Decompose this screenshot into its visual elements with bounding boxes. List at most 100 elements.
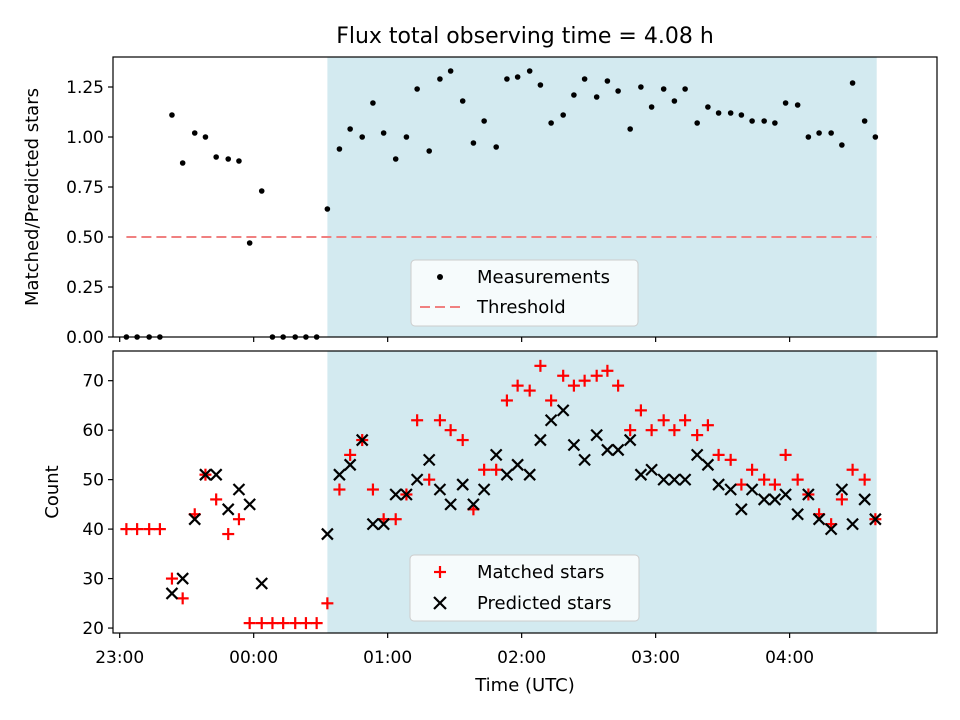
measurement-point [761,118,767,124]
predicted-star-point [377,517,390,531]
predicted-star-point [690,448,704,462]
predicted-star-point [858,493,871,506]
measurement-point [380,130,387,136]
matched-star-point [321,597,334,610]
measurement-point [839,142,845,148]
predicted-star-point [321,527,334,541]
count-legend-box [409,554,640,622]
measurement-point [336,146,343,152]
measurement-point [772,120,778,126]
count-ytick-label: 60 [82,421,104,441]
matched-star-point [143,523,156,536]
matched-star-point [210,493,223,506]
measurement-point [169,112,175,118]
measurement-point [749,118,755,124]
matched-star-point [567,379,580,392]
predicted-star-point [366,517,380,531]
measurement-point [615,88,621,94]
measurement-point [493,144,499,150]
predicted-star-point [544,413,558,427]
predicted-star-point [534,433,547,447]
predicted-star-point [611,443,625,457]
matched-star-point [624,424,637,437]
matched-star-point [232,513,245,526]
predicted-star-point [802,488,815,501]
predicted-star-point [556,404,570,417]
count-panel: 20 30 40 50 60 70 23:00 00:00 01:00 02:00 03:00 04… [42,350,938,696]
measurement-point [324,206,331,212]
matched-star-point [724,453,737,466]
predicted-star-point [745,483,759,496]
matched-star-point [478,463,491,476]
measurement-point [213,154,219,160]
predicted-star-point [634,468,648,481]
predicted-star-point [768,493,782,506]
measurement-point [694,120,700,126]
matched-star-point [389,513,402,526]
predicted-star-point [489,448,503,462]
predicted-star-point [835,483,849,496]
matched-star-point [333,483,346,496]
predicted-stars-points [165,404,882,600]
count-ytick-label: 40 [82,520,104,540]
measurement-point [246,240,253,246]
count-y-axis-label: Count [42,465,63,518]
count-xtick-label: 00:00 [229,648,278,668]
measurement-point [514,74,521,80]
legend-threshold-label: Threshold [476,297,566,318]
predicted-star-point [724,483,737,496]
predicted-star-point [500,468,514,481]
measurement-point [392,156,399,162]
measurement-point [258,188,265,194]
predicted-star-point [255,577,268,590]
matched-star-point [433,414,446,427]
measurement-point [627,126,633,132]
matched-star-point [423,473,436,486]
matched-star-point [500,394,513,407]
measurement-point [816,130,822,136]
measurement-point [504,76,510,82]
measurement-point [638,84,644,90]
predicted-star-point [846,517,859,531]
matched-star-point [366,483,379,496]
predicted-star-point [410,473,424,486]
measurement-point [347,126,353,132]
count-y-axis-ticks: 20 30 40 50 60 70 [82,372,113,639]
measurement-point [191,130,198,136]
ratio-legend-box [410,259,639,327]
matched-star-point [679,414,692,427]
measurement-point [548,120,554,126]
ratio-panel-title: Flux total observing time = 4.08 h [336,24,714,49]
predicted-star-point [678,473,692,486]
count-xtick-label: 02:00 [497,648,546,668]
measurement-point [571,92,577,98]
matched-star-point [858,473,871,486]
ratio-panel: Flux total observing time = 4.08 h 0.000… [22,24,938,348]
matched-star-point [490,463,503,476]
matched-star-point [691,429,704,442]
measurement-point [727,110,734,116]
predicted-star-point [824,522,838,536]
matched-star-point [222,528,235,541]
measurement-point [370,100,376,106]
measurement-point [794,102,801,108]
measurement-point [403,134,410,140]
measurement-point [459,98,466,104]
matched-star-point [601,364,614,377]
legend-matched-marker [434,566,446,578]
matched-star-point [165,572,178,585]
matched-star-point [735,478,748,491]
predicted-star-point [343,458,357,472]
measurement-point [470,140,477,146]
predicted-star-point [757,493,771,506]
predicted-star-point [590,428,603,442]
measurement-point [414,86,420,92]
measurement-point [426,148,433,154]
predicted-star-point [209,468,223,481]
matched-star-point [523,384,536,397]
predicted-star-point [355,433,369,447]
measurement-point [805,134,812,140]
predicted-star-point [188,512,202,526]
matched-star-point [255,617,268,630]
measurement-point [447,68,454,74]
